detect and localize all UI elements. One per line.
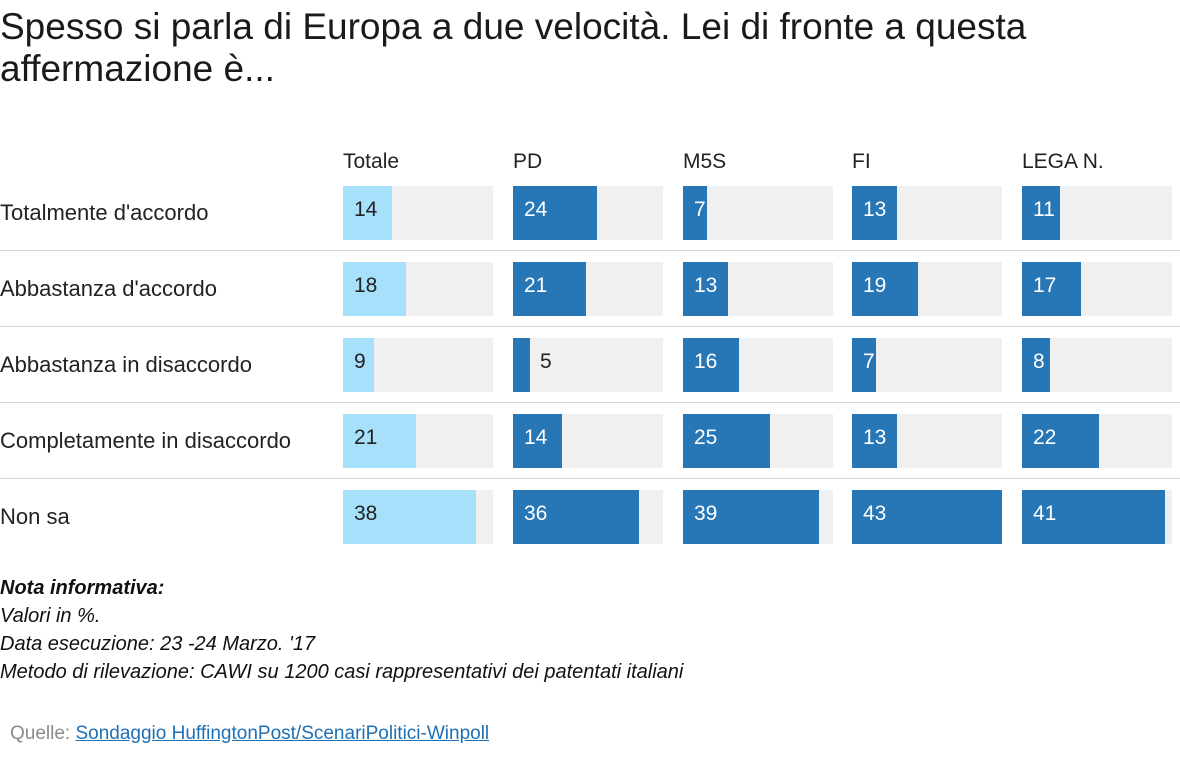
- bar: [1022, 186, 1060, 240]
- bar-track: 14: [513, 414, 663, 468]
- note-line-date: Data esecuzione: 23 -24 Marzo. '17: [0, 633, 316, 655]
- bar-value-label: 25: [694, 426, 718, 449]
- bar-value-label: 14: [524, 426, 548, 449]
- note-line-units: Valori in %.: [0, 605, 101, 627]
- bar: [513, 338, 530, 392]
- bar-value-label: 24: [524, 198, 548, 221]
- bar-value-label: 13: [863, 198, 887, 221]
- row-label-1: Abbastanza d'accordo: [0, 276, 218, 301]
- bar-value-label: 16: [694, 350, 718, 373]
- bar-value-label: 21: [354, 426, 378, 449]
- bar-value-label: 21: [524, 274, 548, 297]
- row-label-2: Abbastanza in disaccordo: [0, 352, 252, 377]
- bar-value-label: 39: [694, 502, 718, 525]
- bar-value-label: 41: [1033, 502, 1057, 525]
- bar: [1022, 414, 1099, 468]
- bar-track: 41: [1022, 490, 1172, 544]
- bar: [1022, 338, 1050, 392]
- bar-track: 7: [852, 338, 1002, 392]
- bar-value-label: 43: [863, 502, 887, 525]
- bar-value-label: 11: [1033, 198, 1055, 221]
- bar-track: 25: [683, 414, 833, 468]
- bar: [513, 490, 639, 544]
- column-header-1: PD: [513, 150, 543, 173]
- bar: [343, 262, 406, 316]
- source-label: Quelle:: [10, 723, 71, 744]
- bar-track: 21: [513, 262, 663, 316]
- bar: [683, 490, 819, 544]
- row-divider: [0, 478, 1180, 479]
- bar-track: 18: [343, 262, 493, 316]
- bar-track: 16: [683, 338, 833, 392]
- column-header-4: LEGA N.: [1022, 150, 1104, 173]
- bar: [683, 186, 707, 240]
- bar-value-label: 5: [540, 350, 552, 373]
- bar: [343, 338, 374, 392]
- bar: [683, 414, 770, 468]
- column-header-0: Totale: [343, 150, 400, 173]
- bar-value-label: 9: [354, 350, 366, 373]
- bar: [343, 490, 476, 544]
- note-line-method: Metodo di rilevazione: CAWI su 1200 casi…: [0, 661, 684, 683]
- bar: [1022, 262, 1081, 316]
- bar-track: 22: [1022, 414, 1172, 468]
- note-heading: Nota informativa:: [0, 577, 165, 599]
- bar-track: 38: [343, 490, 493, 544]
- bar-track: 36: [513, 490, 663, 544]
- bar-track: 8: [1022, 338, 1172, 392]
- column-header-3: FI: [852, 150, 871, 173]
- bar: [513, 414, 562, 468]
- bar-value-label: 7: [863, 350, 875, 373]
- bar-track: 7: [683, 186, 833, 240]
- bar: [683, 262, 728, 316]
- bar-value-label: 13: [863, 426, 887, 449]
- bar-value-label: 17: [1033, 274, 1057, 297]
- bar: [343, 186, 392, 240]
- source-line: Quelle: Sondaggio HuffingtonPost/Scenari…: [10, 722, 489, 746]
- column-header-2: M5S: [683, 150, 727, 173]
- bar-track: 17: [1022, 262, 1172, 316]
- bar-track: 13: [852, 186, 1002, 240]
- bar-track: 39: [683, 490, 833, 544]
- bar-value-label: 13: [694, 274, 718, 297]
- bar-track: 19: [852, 262, 1002, 316]
- bar-value-label: 36: [524, 502, 548, 525]
- bar: [852, 338, 876, 392]
- bar-value-label: 7: [694, 198, 706, 221]
- bar-track: 11: [1022, 186, 1172, 240]
- bar: [513, 262, 586, 316]
- bar: [343, 414, 416, 468]
- bar-value-label: 22: [1033, 426, 1057, 449]
- bar-track: 5: [513, 338, 663, 392]
- bar: [852, 262, 918, 316]
- bar-value-label: 18: [354, 274, 378, 297]
- row-label-3: Completamente in disaccordo: [0, 428, 292, 453]
- chart-title: Spesso si parla di Europa a due velocità…: [0, 6, 1027, 89]
- bar-value-label: 14: [354, 198, 378, 221]
- bar: [683, 338, 739, 392]
- bar-value-label: 38: [354, 502, 378, 525]
- row-label-0: Totalmente d'accordo: [0, 200, 209, 225]
- bar: [852, 490, 1002, 544]
- source-link[interactable]: Sondaggio HuffingtonPost/ScenariPolitici…: [75, 723, 490, 744]
- bar-track: 9: [343, 338, 493, 392]
- bar-track: 24: [513, 186, 663, 240]
- row-divider: [0, 250, 1180, 251]
- bar: [852, 186, 897, 240]
- bar-track: 14: [343, 186, 493, 240]
- bar-track: 21: [343, 414, 493, 468]
- bar-track: 13: [683, 262, 833, 316]
- bar-track: 43: [852, 490, 1002, 544]
- bar-track: 13: [852, 414, 1002, 468]
- bar-value-label: 19: [863, 274, 887, 297]
- bar: [513, 186, 597, 240]
- bar: [1022, 490, 1165, 544]
- row-divider: [0, 402, 1180, 403]
- bar-value-label: 8: [1033, 350, 1045, 373]
- row-label-4: Non sa: [0, 504, 70, 529]
- row-divider: [0, 326, 1180, 327]
- bar: [852, 414, 897, 468]
